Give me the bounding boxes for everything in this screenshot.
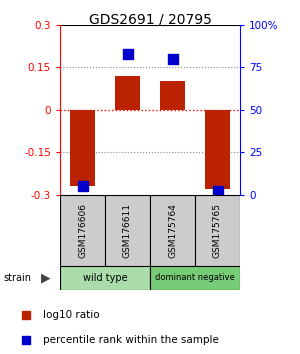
Text: GDS2691 / 20795: GDS2691 / 20795 (88, 12, 212, 27)
Bar (115, 76, 140, 110)
Bar (205, 110, 230, 189)
Text: percentile rank within the sample: percentile rank within the sample (44, 335, 219, 344)
Bar (70, 110, 95, 186)
Text: GSM176611: GSM176611 (123, 202, 132, 258)
Text: ▶: ▶ (40, 272, 50, 284)
Bar (105, 195, 150, 266)
Bar (60, 266, 150, 290)
Bar (150, 195, 195, 266)
Text: GSM175764: GSM175764 (168, 202, 177, 258)
Text: log10 ratio: log10 ratio (44, 310, 100, 320)
Point (24, 337, 28, 342)
Bar (150, 266, 240, 290)
Point (170, 56, 175, 62)
Bar (60, 195, 105, 266)
Text: strain: strain (3, 273, 31, 283)
Text: GSM175765: GSM175765 (213, 202, 222, 258)
Point (24, 312, 28, 318)
Bar (195, 195, 240, 266)
Point (80, 183, 85, 189)
Text: dominant negative: dominant negative (155, 273, 235, 282)
Text: wild type: wild type (83, 273, 127, 283)
Text: GSM176606: GSM176606 (78, 202, 87, 258)
Bar (160, 81, 185, 110)
Point (215, 188, 220, 194)
Point (125, 51, 130, 57)
